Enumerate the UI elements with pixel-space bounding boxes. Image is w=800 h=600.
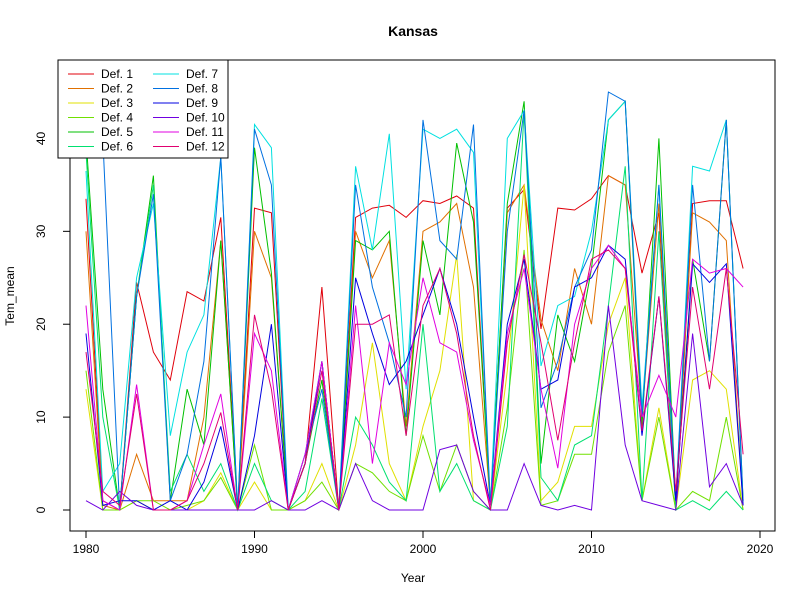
legend-label: Def. 5	[101, 125, 133, 139]
x-axis-label: Year	[401, 571, 425, 585]
series-line-def-3	[85, 184, 744, 512]
x-tick-label: 2010	[578, 542, 605, 556]
series-line-def-4	[85, 249, 744, 512]
series-line-def-11	[85, 244, 744, 511]
series-line-def-12	[85, 249, 744, 511]
y-tick-label: 0	[34, 506, 48, 513]
series-lines	[85, 91, 744, 512]
x-tick-label: 1990	[241, 542, 268, 556]
x-tick-label: 2000	[410, 542, 437, 556]
chart-title: Kansas	[388, 23, 438, 39]
series-line-def-1	[85, 174, 744, 511]
legend-label: Def. 7	[186, 67, 218, 81]
legend-label: Def. 1	[101, 67, 133, 81]
y-tick-label: 10	[34, 410, 48, 424]
x-tick-label: 2020	[747, 542, 774, 556]
legend-label: Def. 8	[186, 82, 218, 96]
series-line-def-10	[85, 305, 744, 511]
y-tick-label: 20	[34, 317, 48, 331]
legend-label: Def. 9	[186, 96, 218, 110]
legend-box	[57, 59, 229, 159]
legend-label: Def. 11	[186, 125, 224, 139]
legend-label: Def. 2	[101, 82, 133, 96]
series-line-def-8	[85, 91, 744, 511]
y-tick-label: 30	[34, 224, 48, 238]
legend-label: Def. 4	[101, 111, 133, 125]
y-axis-label: Tem_mean	[3, 266, 17, 325]
series-line-def-6	[85, 110, 744, 512]
x-tick-label: 1980	[73, 542, 100, 556]
y-axis: 0 10 20 30 40	[34, 131, 71, 513]
legend-label: Def. 3	[101, 96, 133, 110]
x-axis: 1980 1990 2000 2010 2020	[73, 530, 774, 556]
y-tick-label: 40	[34, 131, 48, 145]
legend-label: Def. 6	[101, 140, 133, 154]
legend-label: Def. 12	[186, 140, 225, 154]
legend-label: Def. 10	[186, 111, 225, 125]
